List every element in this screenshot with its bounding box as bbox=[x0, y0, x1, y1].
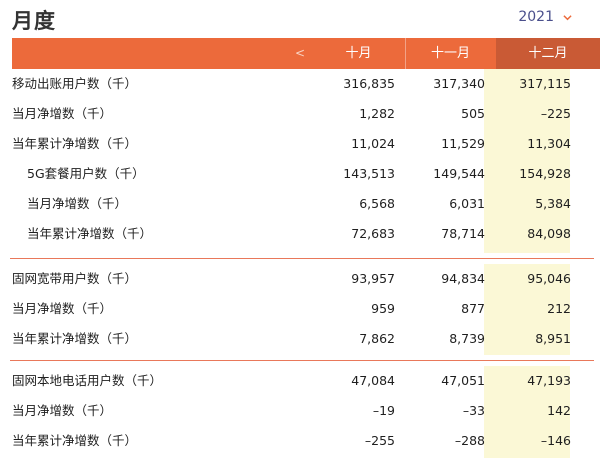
cell-nov: 8,739 bbox=[449, 331, 485, 346]
section-divider bbox=[10, 360, 594, 361]
cell-dec: 317,115 bbox=[519, 76, 571, 91]
cell-dec: –225 bbox=[540, 106, 571, 121]
table-row: 当月净增数（千） 959 877 212 bbox=[12, 294, 592, 324]
year-selector[interactable]: 2021 bbox=[518, 9, 572, 25]
cell-dec: 95,046 bbox=[527, 271, 571, 286]
table-row: 移动出账用户数（千） 316,835 317,340 317,115 bbox=[12, 69, 592, 99]
cell-nov: –288 bbox=[454, 433, 485, 448]
row-label: 当年累计净增数（千） bbox=[12, 433, 138, 448]
page-title: 月度 bbox=[12, 9, 56, 33]
cell-oct: 7,862 bbox=[359, 331, 395, 346]
table-row: 固网宽带用户数（千） 93,957 94,834 95,046 bbox=[12, 264, 592, 294]
row-label: 当月净增数（千） bbox=[27, 196, 128, 211]
table-row: 当月净增数（千） –19 –33 142 bbox=[12, 396, 592, 426]
table-row: 固网本地电话用户数（千） 47,084 47,051 47,193 bbox=[12, 366, 592, 396]
selected-column-highlight bbox=[484, 366, 570, 458]
cell-dec: 142 bbox=[547, 403, 571, 418]
row-label: 移动出账用户数（千） bbox=[12, 76, 138, 91]
cell-oct: 959 bbox=[371, 301, 395, 316]
row-label: 固网宽带用户数（千） bbox=[12, 271, 138, 286]
cell-oct: 47,084 bbox=[351, 373, 395, 388]
table-row: 当月净增数（千） 6,568 6,031 5,384 bbox=[12, 189, 592, 219]
cell-nov: 6,031 bbox=[449, 196, 485, 211]
table-row: 当年累计净增数（千） 7,862 8,739 8,951 bbox=[12, 324, 592, 354]
cell-oct: 1,282 bbox=[359, 106, 395, 121]
row-label: 当月净增数（千） bbox=[12, 301, 113, 316]
cell-dec: 47,193 bbox=[527, 373, 571, 388]
row-label: 当年累计净增数（千） bbox=[12, 136, 138, 151]
row-label: 当年累计净增数（千） bbox=[12, 331, 138, 346]
table-row: 当月净增数（千） 1,282 505 –225 bbox=[12, 99, 592, 129]
cell-oct: 93,957 bbox=[351, 271, 395, 286]
cell-nov: 78,714 bbox=[441, 226, 485, 241]
cell-nov: 317,340 bbox=[433, 76, 485, 91]
cell-dec: 5,384 bbox=[535, 196, 571, 211]
page-header: 月度 2021 bbox=[0, 0, 600, 38]
table-header: < 十月 十一月 十二月 bbox=[12, 38, 600, 69]
cell-dec: –146 bbox=[540, 433, 571, 448]
cell-nov: 505 bbox=[461, 106, 485, 121]
row-label: 当月净增数（千） bbox=[12, 106, 113, 121]
cell-oct: 11,024 bbox=[351, 136, 395, 151]
cell-dec: 154,928 bbox=[519, 166, 571, 181]
column-header-nov[interactable]: 十一月 bbox=[430, 46, 470, 61]
header-divider bbox=[405, 38, 406, 69]
cell-oct: 143,513 bbox=[343, 166, 395, 181]
table-row: 5G套餐用户数（千） 143,513 149,544 154,928 bbox=[12, 159, 592, 189]
table-row: 当年累计净增数（千） –255 –288 –146 bbox=[12, 426, 592, 456]
cell-oct: 316,835 bbox=[343, 76, 395, 91]
column-header-dec-selected[interactable]: 十二月 bbox=[496, 38, 600, 69]
previous-months-button[interactable]: < bbox=[294, 46, 306, 60]
cell-dec: 212 bbox=[547, 301, 571, 316]
cell-nov: 47,051 bbox=[441, 373, 485, 388]
row-label: 当年累计净增数（千） bbox=[27, 226, 153, 241]
chevron-down-icon bbox=[563, 14, 572, 20]
row-label: 固网本地电话用户数（千） bbox=[12, 373, 163, 388]
table-row: 当年累计净增数（千） 11,024 11,529 11,304 bbox=[12, 129, 592, 159]
cell-nov: 94,834 bbox=[441, 271, 485, 286]
cell-dec: 84,098 bbox=[527, 226, 571, 241]
row-label: 当月净增数（千） bbox=[12, 403, 113, 418]
cell-nov: 877 bbox=[461, 301, 485, 316]
cell-nov: 149,544 bbox=[433, 166, 485, 181]
column-header-oct[interactable]: 十月 bbox=[345, 46, 372, 61]
table-row: 当年累计净增数（千） 72,683 78,714 84,098 bbox=[12, 219, 592, 249]
cell-dec: 8,951 bbox=[535, 331, 571, 346]
cell-oct: 6,568 bbox=[359, 196, 395, 211]
cell-oct: –255 bbox=[364, 433, 395, 448]
cell-nov: 11,529 bbox=[441, 136, 485, 151]
cell-oct: –19 bbox=[372, 403, 395, 418]
section-divider bbox=[10, 258, 594, 259]
selected-column-highlight bbox=[484, 264, 570, 355]
cell-dec: 11,304 bbox=[527, 136, 571, 151]
selected-column-highlight bbox=[484, 69, 570, 253]
row-label: 5G套餐用户数（千） bbox=[27, 166, 145, 181]
cell-nov: –33 bbox=[462, 403, 485, 418]
cell-oct: 72,683 bbox=[351, 226, 395, 241]
year-value: 2021 bbox=[518, 9, 554, 25]
